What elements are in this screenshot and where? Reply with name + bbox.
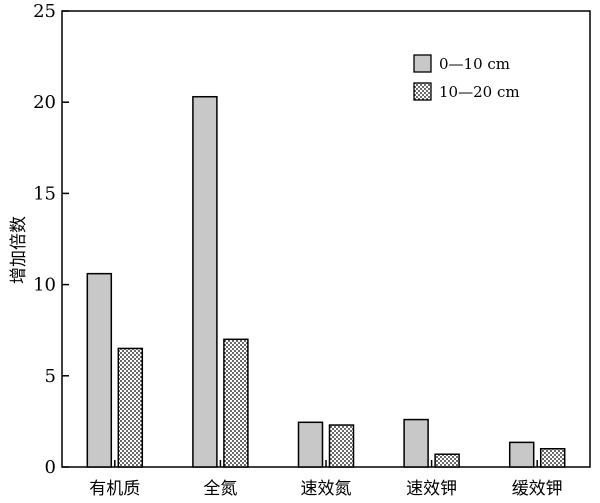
bar-series-1 [86,272,113,468]
bars-group [86,95,566,468]
y-tick-label: 15 [33,183,56,204]
legend-swatch [413,54,432,73]
x-category-label: 速效氮 [301,479,352,499]
y-axis-ticks: 0 5 10 15 20 25 [33,1,69,478]
legend-label: 0—10 cm [439,55,510,73]
x-category-label: 全氮 [203,479,237,499]
legend: 0—10 cm 10—20 cm [413,54,520,101]
x-axis-labels: 有机质 全氮 速效氮 速效钾 缓效钾 [89,460,563,499]
bar-series-1 [403,418,429,468]
legend-label: 10—20 cm [439,83,520,101]
y-axis-title: 增加倍数 [9,216,29,284]
legend-swatch [413,82,432,101]
x-category-label: 有机质 [89,479,140,499]
y-tick-label: 10 [33,275,56,296]
x-category-label: 速效钾 [406,479,457,499]
bar-series-2 [223,338,249,468]
bar-series-1 [508,441,535,468]
bar-series-2 [117,347,144,468]
bar-series-2 [539,448,566,468]
bar-series-2 [434,453,460,468]
x-category-label: 缓效钾 [512,479,563,499]
bar-series-2 [328,424,355,468]
bar-series-1 [297,421,324,468]
y-tick-label: 0 [45,457,56,478]
y-tick-label: 5 [45,366,56,387]
y-tick-label: 25 [33,1,56,22]
bar-series-1 [192,95,218,468]
y-tick-label: 20 [33,92,56,113]
